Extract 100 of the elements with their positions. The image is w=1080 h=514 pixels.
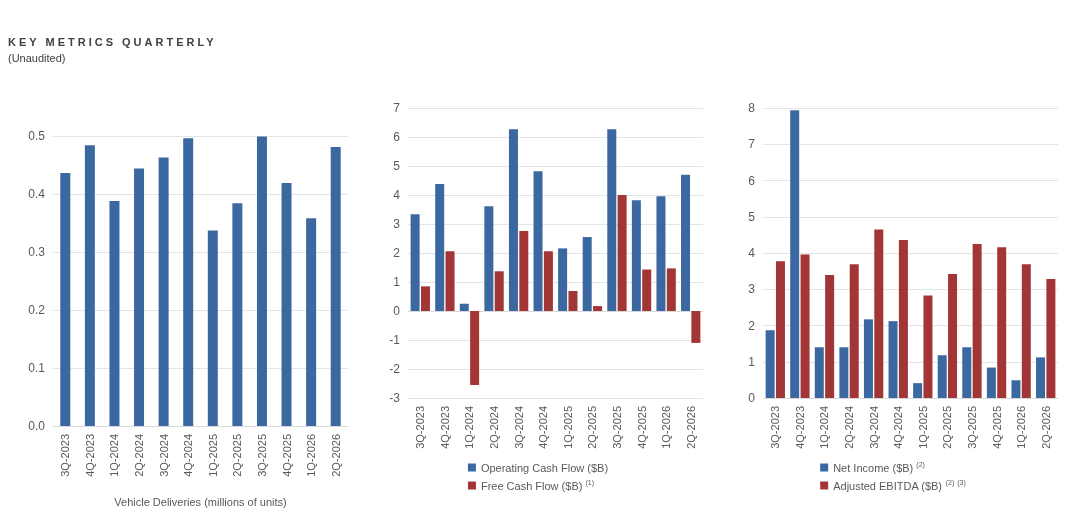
y-tick-label: 2 — [393, 246, 401, 260]
x-tick-label: 4Q-2024 — [537, 406, 550, 449]
y-tick-label: 0.4 — [28, 187, 46, 201]
bar — [109, 200, 120, 426]
bar — [849, 264, 859, 398]
bar — [825, 275, 835, 398]
bar — [470, 311, 480, 385]
y-tick-label: 4 — [393, 188, 401, 202]
bar — [800, 254, 810, 398]
x-tick-label: 4Q-2025 — [280, 434, 293, 477]
y-tick-label: 5 — [393, 159, 401, 173]
x-tick-label: 3Q-2025 — [255, 434, 268, 477]
y-tick-label: 1 — [393, 275, 401, 289]
y-tick-label: 0 — [393, 304, 401, 318]
bar — [134, 168, 145, 426]
x-tick-label: 3Q-2025 — [965, 406, 978, 449]
y-tick-label: 0.0 — [28, 419, 46, 433]
bar — [790, 110, 800, 398]
x-tick-label: 3Q-2023 — [59, 434, 72, 477]
bar — [60, 173, 71, 426]
bar — [607, 129, 617, 311]
bar — [631, 200, 641, 311]
bar — [459, 303, 469, 311]
x-tick-label: 3Q-2023 — [414, 406, 427, 449]
bar — [839, 347, 849, 398]
bar — [84, 145, 95, 426]
x-tick-label: 3Q-2024 — [512, 406, 525, 449]
y-tick-label: 0.5 — [28, 129, 46, 143]
bar — [558, 248, 568, 311]
bar — [1021, 264, 1031, 398]
bar — [519, 230, 529, 311]
y-tick-label: 3 — [393, 217, 401, 231]
x-tick-label: 3Q-2025 — [610, 406, 623, 449]
bar — [533, 171, 543, 311]
x-tick-label: 1Q-2026 — [660, 406, 673, 449]
y-tick-label: 0.3 — [28, 245, 46, 259]
x-tick-label: 1Q-2025 — [206, 434, 219, 477]
bar — [814, 347, 824, 398]
bar — [617, 195, 627, 311]
bar — [232, 203, 243, 426]
x-tick-label: 4Q-2023 — [83, 434, 96, 477]
y-tick-label: -2 — [389, 362, 401, 376]
bar — [666, 268, 676, 311]
bar — [874, 229, 884, 398]
bar — [948, 274, 958, 398]
bar — [986, 367, 996, 398]
bar — [656, 196, 666, 311]
x-tick-label: 1Q-2025 — [916, 406, 929, 449]
bar — [1036, 357, 1046, 398]
x-tick-label: 2Q-2026 — [684, 406, 697, 449]
x-tick-label: 2Q-2025 — [586, 406, 599, 449]
y-tick-label: -3 — [389, 391, 401, 405]
bar — [937, 355, 947, 398]
x-tick-label: 2Q-2025 — [941, 406, 954, 449]
y-tick-label: -1 — [389, 333, 401, 347]
bar — [593, 306, 603, 311]
bar — [898, 239, 908, 398]
x-tick-label: 2Q-2024 — [488, 406, 501, 449]
bar — [997, 247, 1007, 398]
y-tick-label: 7 — [748, 137, 756, 152]
x-tick-label: 4Q-2024 — [892, 406, 905, 449]
y-tick-label: 8 — [748, 101, 756, 115]
y-tick-label: 7 — [393, 101, 401, 115]
y-tick-label: 1 — [748, 354, 756, 369]
x-axis-title: Vehicle Deliveries (millions of units) — [114, 496, 287, 508]
bar — [445, 251, 455, 311]
chart-title: KEY METRICS QUARTERLY — [8, 36, 218, 48]
bar — [207, 230, 218, 426]
bar — [435, 183, 445, 311]
bar — [775, 261, 785, 398]
x-tick-label: 1Q-2026 — [1015, 406, 1028, 449]
x-tick-label: 1Q-2024 — [108, 434, 121, 477]
x-tick-label: 1Q-2024 — [818, 406, 831, 449]
bar — [568, 290, 578, 311]
x-tick-label: 4Q-2025 — [990, 406, 1003, 449]
bar — [420, 286, 430, 311]
x-tick-label: 3Q-2023 — [769, 406, 782, 449]
bar — [681, 174, 691, 311]
bar — [888, 321, 898, 398]
bar — [765, 330, 775, 398]
x-tick-label: 2Q-2026 — [1039, 406, 1052, 449]
x-tick-label: 1Q-2026 — [305, 434, 318, 477]
bar — [691, 311, 701, 343]
bar — [582, 237, 592, 311]
bar — [281, 182, 292, 426]
y-tick-label: 5 — [748, 209, 756, 224]
bar — [256, 136, 267, 426]
bar — [1011, 380, 1021, 398]
x-tick-label: 2Q-2024 — [843, 406, 856, 449]
x-tick-label: 2Q-2026 — [329, 434, 342, 477]
bar — [183, 138, 194, 426]
bar — [923, 295, 933, 398]
bar — [484, 206, 494, 311]
bar — [972, 243, 982, 398]
legend-label: Operating Cash Flow ($B) — [480, 461, 609, 474]
y-tick-label: 4 — [748, 246, 756, 260]
x-tick-label: 3Q-2024 — [867, 406, 880, 449]
y-tick-label: 6 — [748, 173, 756, 188]
bar — [306, 218, 317, 426]
x-tick-label: 3Q-2024 — [157, 434, 170, 477]
